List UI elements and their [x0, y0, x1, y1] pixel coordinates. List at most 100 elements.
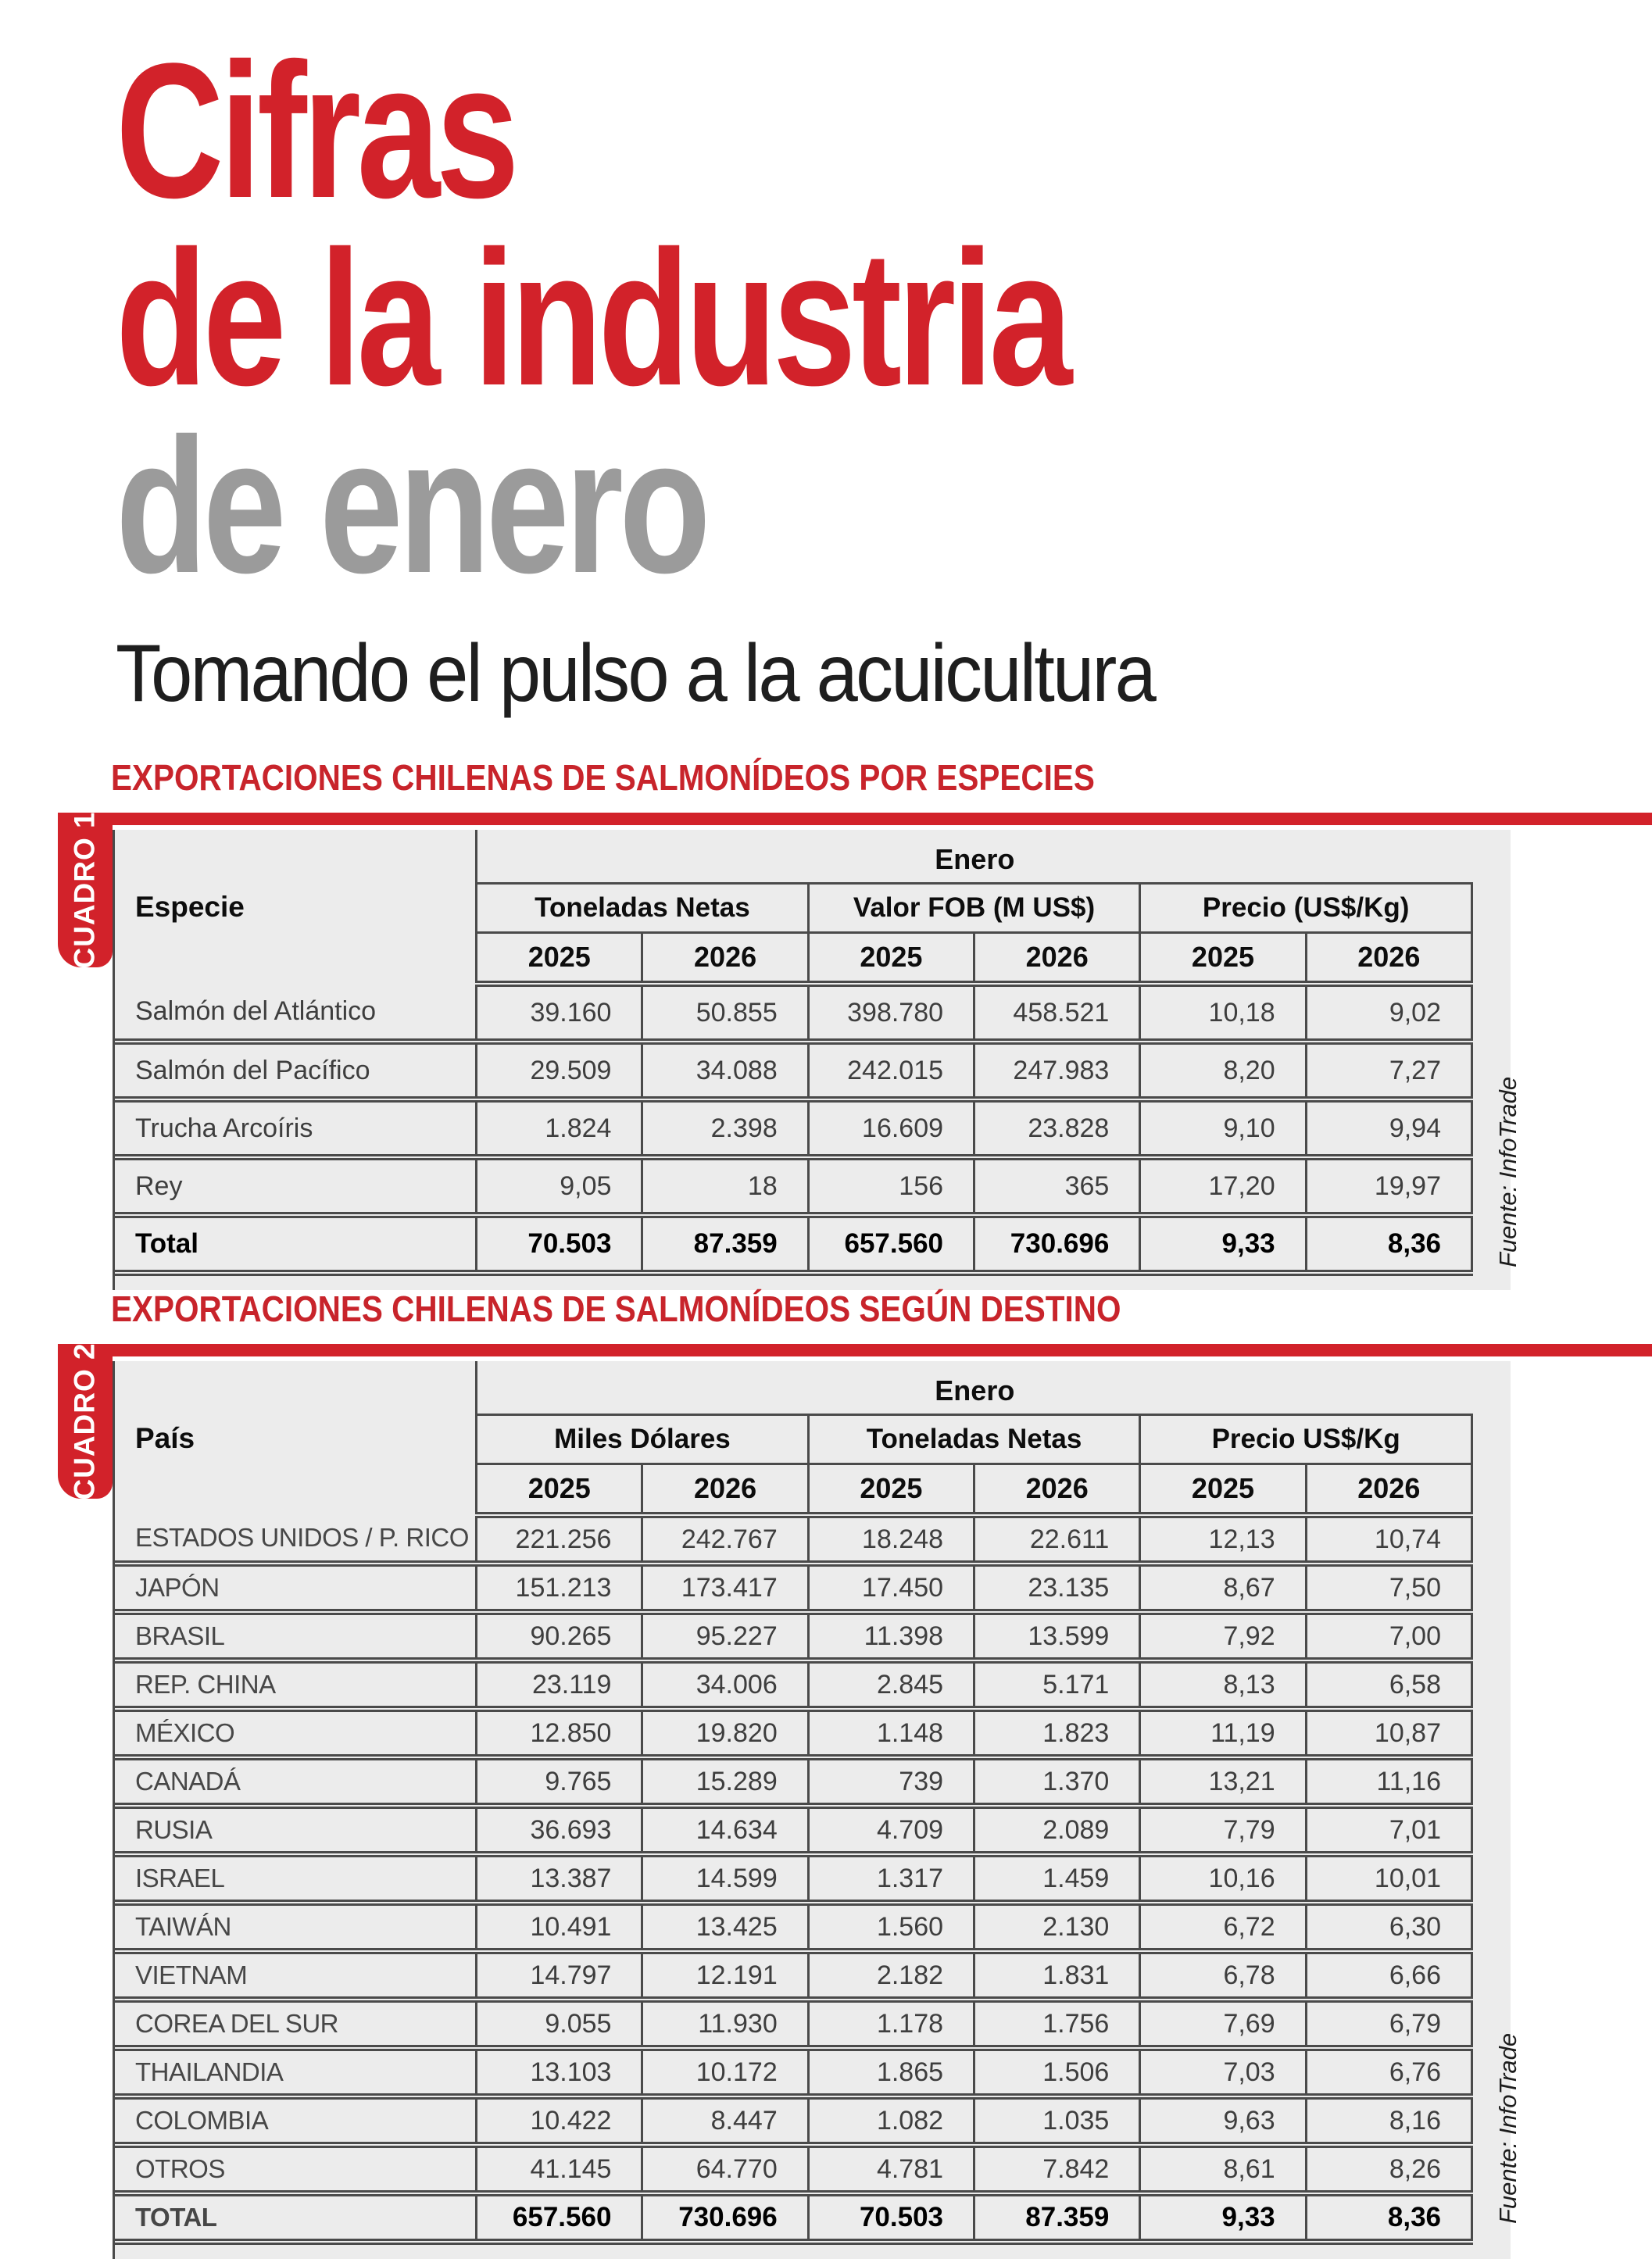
- value-cell: 1.560: [808, 1903, 976, 1954]
- value-cell: 15.289: [642, 1757, 810, 1809]
- value-cell: 730.696: [642, 2193, 810, 2245]
- row-label: CANADÁ: [115, 1757, 478, 1809]
- table-row: CANADÁ 9.765 15.289 739 1.370 13,21 11,16: [115, 1757, 1474, 1809]
- table-row: Rey 9,05 18 156 365 17,20 19,97: [115, 1157, 1474, 1218]
- year-header: 2026: [642, 932, 810, 987]
- masthead: Cifras de la industria de enero Tomando …: [116, 35, 1337, 719]
- value-cell: 2.130: [974, 1903, 1142, 1954]
- value-cell: 6,79: [1306, 2000, 1474, 2051]
- value-cell: 12.191: [642, 1951, 810, 2003]
- value-cell: 7,92: [1139, 1612, 1307, 1664]
- value-cell: 11,16: [1306, 1757, 1474, 1809]
- value-cell: 1.865: [808, 2048, 976, 2100]
- value-cell: 22.611: [974, 1515, 1142, 1567]
- value-cell: 5.171: [974, 1660, 1142, 1712]
- value-cell: 9,10: [1139, 1099, 1307, 1160]
- year-header: 2026: [642, 1464, 810, 1518]
- year-header: 2025: [1139, 932, 1307, 987]
- value-cell: 10,18: [1139, 984, 1307, 1045]
- table-row: Salmón del Atlántico 39.160 50.855 398.780 4…: [115, 984, 1474, 1045]
- value-cell: 1.824: [476, 1099, 644, 1160]
- row-label: BRASIL: [115, 1612, 478, 1664]
- value-cell: 7,00: [1306, 1612, 1474, 1664]
- value-cell: 1.831: [974, 1951, 1142, 2003]
- value-cell: 242.015: [808, 1042, 976, 1103]
- value-cell: 1.035: [974, 2096, 1142, 2148]
- value-cell: 13.103: [476, 2048, 644, 2100]
- value-cell: 95.227: [642, 1612, 810, 1664]
- row-label: Salmón del Pacífico: [115, 1042, 478, 1103]
- value-cell: 9.765: [476, 1757, 644, 1809]
- table-row: MÉXICO 12.850 19.820 1.148 1.823 11,19 10,87: [115, 1709, 1474, 1760]
- red-divider-bar: [58, 813, 1652, 825]
- value-cell: 8.447: [642, 2096, 810, 2148]
- table-row: RUSIA 36.693 14.634 4.709 2.089 7,79 7,01: [115, 1806, 1474, 1857]
- value-cell: 2.089: [974, 1806, 1142, 1857]
- badge-label: CUADRO 1: [69, 811, 101, 969]
- group-header: Precio US$/Kg: [1139, 1414, 1473, 1465]
- cuadro-1-badge: CUADRO 1: [58, 811, 113, 969]
- value-cell: 39.160: [476, 984, 644, 1045]
- value-cell: 10,87: [1306, 1709, 1474, 1760]
- value-cell: 1.178: [808, 2000, 976, 2051]
- row-label: TOTAL: [115, 2193, 478, 2245]
- value-cell: 23.119: [476, 1660, 644, 1712]
- value-cell: 7,79: [1139, 1806, 1307, 1857]
- value-cell: 13.599: [974, 1612, 1142, 1664]
- value-cell: 156: [808, 1157, 976, 1218]
- row-label: ISRAEL: [115, 1854, 478, 1906]
- value-cell: 173.417: [642, 1564, 810, 1615]
- row-label: Trucha Arcoíris: [115, 1099, 478, 1160]
- value-cell: 11.930: [642, 2000, 810, 2051]
- value-cell: 7,50: [1306, 1564, 1474, 1615]
- year-header: 2025: [808, 932, 976, 987]
- value-cell: 242.767: [642, 1515, 810, 1567]
- value-cell: 19.820: [642, 1709, 810, 1760]
- value-cell: 18: [642, 1157, 810, 1218]
- value-cell: 657.560: [808, 1215, 976, 1276]
- value-cell: 739: [808, 1757, 976, 1809]
- value-cell: 1.370: [974, 1757, 1142, 1809]
- value-cell: 14.599: [642, 1854, 810, 1906]
- value-cell: 19,97: [1306, 1157, 1474, 1218]
- value-cell: 10.422: [476, 2096, 644, 2148]
- value-cell: 2.182: [808, 1951, 976, 2003]
- value-cell: 87.359: [974, 2193, 1142, 2245]
- value-cell: 458.521: [974, 984, 1142, 1045]
- value-cell: 1.317: [808, 1854, 976, 1906]
- value-cell: 90.265: [476, 1612, 644, 1664]
- row-label: Salmón del Atlántico: [115, 984, 478, 1045]
- masthead-subtitle: Tomando el pulso a la acuicultura: [116, 628, 1157, 719]
- row-label: VIETNAM: [115, 1951, 478, 2003]
- value-cell: 9,33: [1139, 2193, 1307, 2245]
- group-header: Miles Dólares: [476, 1414, 810, 1465]
- value-cell: 4.781: [808, 2145, 976, 2196]
- value-cell: 9,63: [1139, 2096, 1307, 2148]
- row-label: COREA DEL SUR: [115, 2000, 478, 2051]
- value-cell: 7,69: [1139, 2000, 1307, 2051]
- year-header: 2025: [808, 1464, 976, 1518]
- value-cell: 41.145: [476, 2145, 644, 2196]
- section-title: EXPORTACIONES CHILENAS DE SALMONÍDEOS PO…: [111, 757, 1095, 798]
- value-cell: 9,05: [476, 1157, 644, 1218]
- period-header: Enero: [476, 1361, 1472, 1416]
- row-label: TAIWÁN: [115, 1903, 478, 1954]
- value-cell: 50.855: [642, 984, 810, 1045]
- value-cell: 1.823: [974, 1709, 1142, 1760]
- year-header: 2026: [974, 932, 1142, 987]
- value-cell: 657.560: [476, 2193, 644, 2245]
- table-row: REP. CHINA 23.119 34.006 2.845 5.171 8,13 6,58: [115, 1660, 1474, 1712]
- value-cell: 1.082: [808, 2096, 976, 2148]
- value-cell: 1.459: [974, 1854, 1142, 1906]
- value-cell: 6,72: [1139, 1903, 1307, 1954]
- value-cell: 11.398: [808, 1612, 976, 1664]
- value-cell: 365: [974, 1157, 1142, 1218]
- value-cell: 221.256: [476, 1515, 644, 1567]
- value-cell: 1.756: [974, 2000, 1142, 2051]
- source-note: Fuente: InfoTrade: [1494, 2032, 1521, 2224]
- value-cell: 6,78: [1139, 1951, 1307, 2003]
- value-cell: 6,30: [1306, 1903, 1474, 1954]
- value-cell: 10,01: [1306, 1854, 1474, 1906]
- row-label: MÉXICO: [115, 1709, 478, 1760]
- source-note: Fuente: InfoTrade: [1494, 1076, 1521, 1267]
